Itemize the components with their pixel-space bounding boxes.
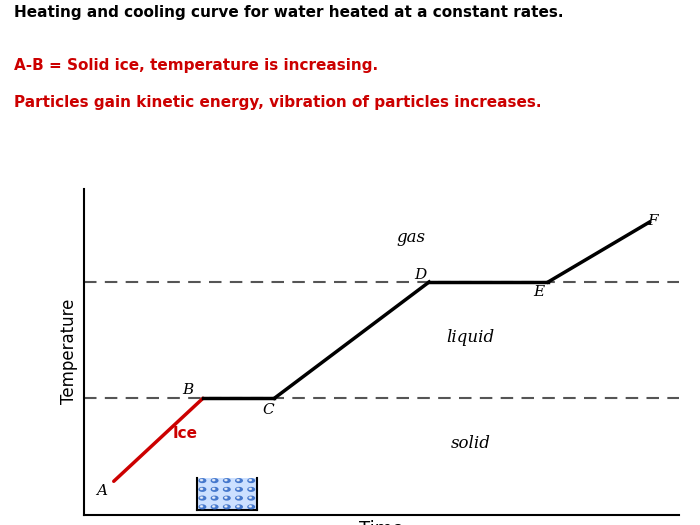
Text: Ice: Ice (173, 426, 197, 441)
Circle shape (223, 505, 230, 509)
Circle shape (237, 506, 239, 507)
Circle shape (237, 497, 239, 498)
Circle shape (200, 497, 202, 498)
Circle shape (213, 506, 215, 507)
Circle shape (199, 496, 206, 500)
Circle shape (249, 479, 251, 481)
Text: E: E (533, 285, 545, 299)
Circle shape (200, 488, 202, 489)
Y-axis label: Temperature: Temperature (60, 299, 78, 404)
Circle shape (223, 496, 230, 500)
Circle shape (200, 506, 202, 507)
Text: gas: gas (397, 229, 426, 246)
Circle shape (225, 488, 227, 489)
Text: C: C (262, 403, 274, 417)
Circle shape (223, 488, 230, 491)
Circle shape (213, 488, 215, 489)
Text: F: F (647, 214, 657, 227)
Circle shape (211, 488, 218, 491)
Circle shape (223, 479, 230, 482)
X-axis label: Time: Time (359, 520, 404, 525)
Circle shape (248, 505, 255, 509)
Circle shape (237, 479, 239, 481)
Circle shape (211, 505, 218, 509)
Circle shape (248, 479, 255, 482)
Text: A: A (97, 484, 107, 498)
Circle shape (211, 479, 218, 482)
Circle shape (211, 496, 218, 500)
Circle shape (213, 479, 215, 481)
Circle shape (236, 505, 242, 509)
Circle shape (249, 497, 251, 498)
Text: A-B = Solid ice, temperature is increasing.: A-B = Solid ice, temperature is increasi… (14, 58, 378, 73)
FancyBboxPatch shape (197, 478, 256, 510)
Circle shape (225, 479, 227, 481)
Circle shape (199, 488, 206, 491)
Circle shape (200, 479, 202, 481)
Circle shape (213, 497, 215, 498)
Circle shape (237, 488, 239, 489)
Circle shape (249, 506, 251, 507)
Text: liquid: liquid (447, 329, 495, 346)
Circle shape (236, 488, 242, 491)
Circle shape (225, 497, 227, 498)
Circle shape (236, 496, 242, 500)
Text: solid: solid (451, 435, 491, 452)
Text: Particles gain kinetic energy, vibration of particles increases.: Particles gain kinetic energy, vibration… (14, 94, 542, 110)
Circle shape (248, 488, 255, 491)
Text: D: D (414, 268, 426, 282)
Text: B: B (183, 383, 194, 397)
Circle shape (199, 479, 206, 482)
Circle shape (225, 506, 227, 507)
Circle shape (236, 479, 242, 482)
Circle shape (249, 488, 251, 489)
Circle shape (199, 505, 206, 509)
Text: Heating and cooling curve for water heated at a constant rates.: Heating and cooling curve for water heat… (14, 5, 564, 20)
Circle shape (248, 496, 255, 500)
